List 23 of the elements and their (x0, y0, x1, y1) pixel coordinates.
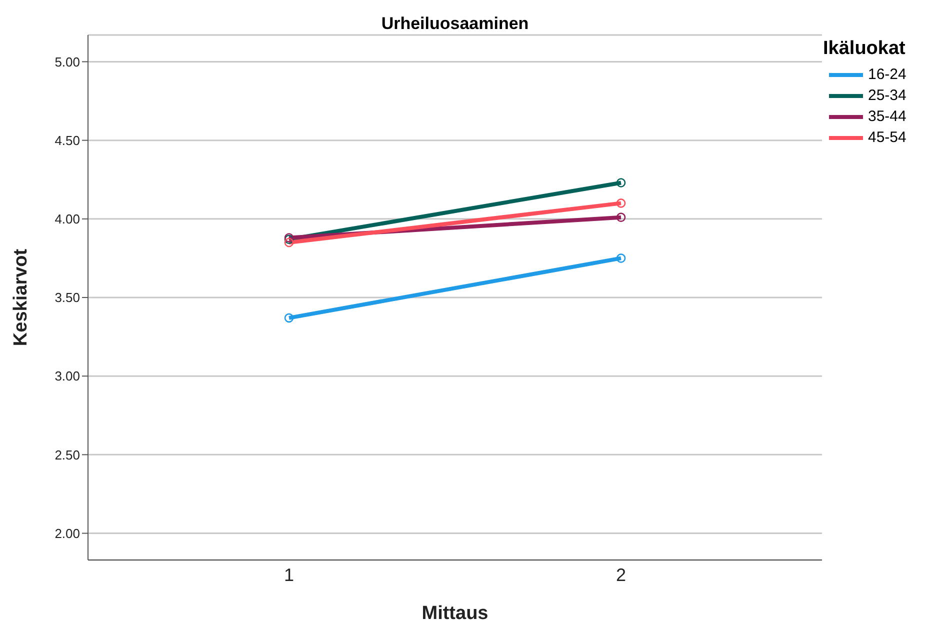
y-tick-label: 3.50 (54, 290, 80, 306)
legend-label: 45-54 (868, 128, 906, 148)
legend-label: 25-34 (868, 86, 906, 106)
point (616, 212, 626, 222)
point (616, 254, 626, 263)
y-axis-title: Keskiarvot (10, 248, 32, 346)
x-tick-label: 2 (616, 564, 626, 585)
y-tick-label: 2.50 (54, 447, 80, 462)
y-tick-label: 5.00 (54, 54, 80, 70)
chart-title: Urheiluosaaminen (380, 14, 530, 34)
legend-label: 16-24 (868, 65, 906, 85)
legend-label: 35-44 (868, 107, 906, 127)
x-axis-title: Mittaus (422, 603, 488, 624)
point (616, 198, 626, 208)
point (284, 238, 294, 248)
x-tick-label: 1 (284, 564, 294, 585)
point (616, 178, 626, 188)
y-tick-label: 2.00 (54, 526, 80, 541)
y-tick-label: 4.00 (54, 212, 80, 227)
y-tick-label: 4.50 (54, 132, 80, 148)
y-tick-label: 3.00 (54, 368, 80, 384)
legend-title: Ikäluokat (823, 38, 906, 60)
point (284, 313, 294, 323)
